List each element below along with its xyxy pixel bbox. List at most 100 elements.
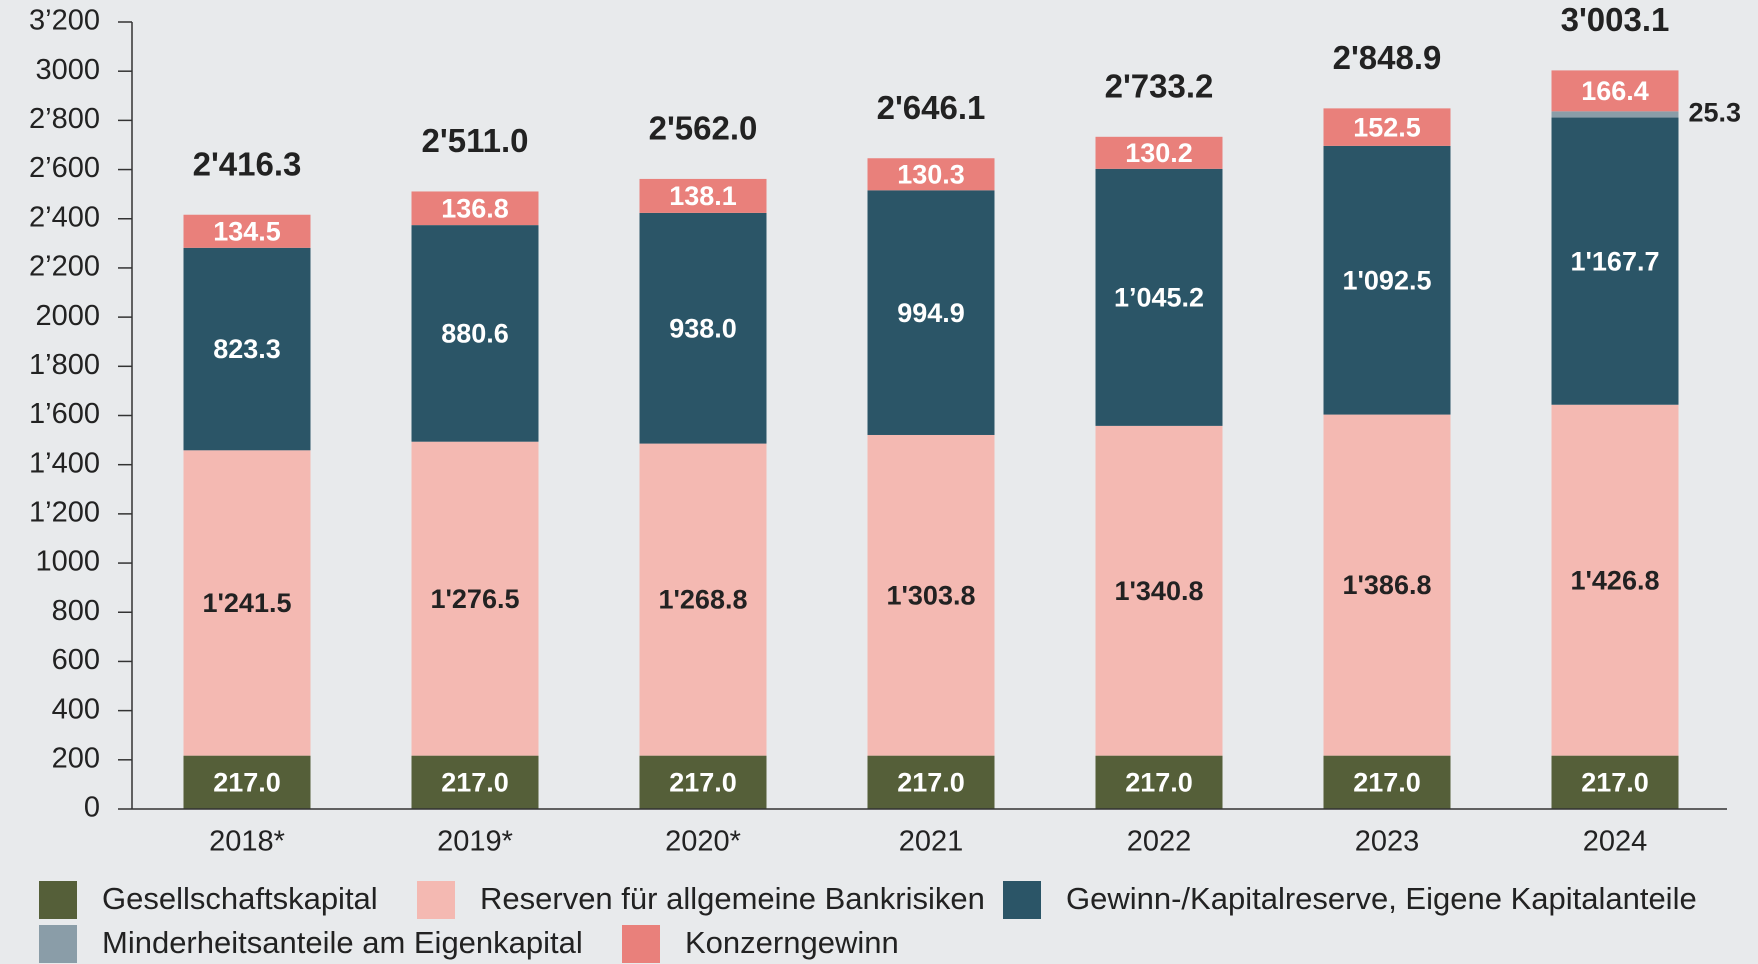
- x-tick-label: 2019*: [437, 826, 513, 858]
- legend-label: Reserven für allgemeine Bankrisiken: [480, 881, 985, 916]
- bar-segment: [1551, 111, 1679, 118]
- data-label: 1'340.8: [1114, 576, 1203, 606]
- bar-segment: [867, 190, 995, 435]
- total-label: 3'003.1: [1561, 1, 1670, 38]
- data-label: 130.3: [897, 159, 965, 189]
- data-label: 1'426.8: [1570, 565, 1659, 595]
- x-tick-label: 2024: [1583, 826, 1648, 858]
- bar-segment: [1323, 755, 1451, 809]
- legend-swatch: [1003, 881, 1041, 919]
- y-tick-label: 1’400: [29, 447, 100, 479]
- bar-segment: [1323, 145, 1451, 415]
- legend-label: Minderheitsanteile am Eigenkapital: [102, 925, 583, 960]
- y-tick-label: 1’200: [29, 497, 100, 529]
- bar-segment: [867, 755, 995, 809]
- data-label: 1'303.8: [886, 580, 975, 610]
- data-label: 880.6: [441, 319, 509, 349]
- bar-segment: [411, 225, 539, 442]
- bar-segment: [1095, 168, 1223, 426]
- y-tick-label: 1’800: [29, 349, 100, 381]
- data-label: 136.8: [441, 193, 509, 223]
- data-label: 1'386.8: [1342, 570, 1431, 600]
- total-label: 2'848.9: [1333, 39, 1442, 76]
- legend-label: Gesellschaftskapital: [102, 881, 378, 916]
- bar-segment: [183, 450, 311, 756]
- bar-segment: [867, 434, 995, 756]
- total-label: 2'416.3: [193, 145, 302, 182]
- y-tick-label: 200: [52, 742, 100, 774]
- bar-segment: [183, 214, 311, 248]
- bar-segment: [411, 441, 539, 756]
- legend-swatch: [622, 925, 660, 963]
- bar-segment: [867, 158, 995, 191]
- bar-segment: [1551, 755, 1679, 809]
- x-tick-label: 2020*: [665, 826, 741, 858]
- data-label: 217.0: [213, 767, 281, 797]
- y-tick-label: 2’200: [29, 251, 100, 283]
- y-tick-label: 2000: [35, 300, 100, 332]
- bar-segment: [183, 247, 311, 451]
- bar-segment: [639, 755, 767, 809]
- data-label: 1'268.8: [658, 585, 747, 615]
- legend-swatch: [39, 925, 77, 963]
- data-label: 25.3: [1689, 98, 1742, 128]
- bar-segment: [1551, 117, 1679, 405]
- bar-segment: [1551, 404, 1679, 756]
- y-tick-label: 3000: [35, 54, 100, 86]
- data-label: 217.0: [669, 767, 737, 797]
- bar-segment: [1551, 70, 1679, 112]
- legend-swatch: [39, 881, 77, 919]
- data-label: 217.0: [1581, 767, 1649, 797]
- data-label: 138.1: [669, 181, 737, 211]
- y-tick-label: 0: [84, 792, 100, 824]
- y-tick-label: 1000: [35, 546, 100, 578]
- total-label: 2'511.0: [422, 122, 529, 159]
- bar-segment: [1095, 425, 1223, 756]
- bar-segment: [411, 191, 539, 226]
- bar-segment: [639, 443, 767, 756]
- bar-segment: [1323, 108, 1451, 146]
- data-label: 938.0: [669, 313, 737, 343]
- data-label: 217.0: [441, 767, 509, 797]
- bar-segment: [411, 755, 539, 809]
- total-label: 2'562.0: [649, 110, 758, 147]
- x-tick-label: 2023: [1355, 826, 1420, 858]
- bar-segment: [183, 755, 311, 809]
- x-tick-label: 2021: [899, 826, 964, 858]
- data-label: 166.4: [1581, 76, 1649, 106]
- data-label: 152.5: [1353, 112, 1421, 142]
- data-label: 1'167.7: [1570, 246, 1659, 276]
- y-tick-label: 400: [52, 693, 100, 725]
- bar-segment: [1323, 414, 1451, 756]
- total-label: 2'646.1: [877, 89, 986, 126]
- x-tick-label: 2022: [1127, 826, 1192, 858]
- data-label: 1'092.5: [1342, 265, 1431, 295]
- y-tick-label: 1’600: [29, 398, 100, 430]
- y-tick-label: 800: [52, 595, 100, 627]
- data-label: 134.5: [213, 216, 281, 246]
- bar-segment: [639, 178, 767, 213]
- data-label: 1'276.5: [430, 584, 519, 614]
- data-label: 994.9: [897, 298, 965, 328]
- y-tick-label: 3’200: [29, 5, 100, 37]
- legend-label: Gewinn-/Kapitalreserve, Eigene Kapitalan…: [1066, 881, 1697, 916]
- data-label: 1'241.5: [202, 588, 291, 618]
- legend-swatch: [417, 881, 455, 919]
- total-label: 2'733.2: [1105, 68, 1214, 105]
- y-tick-label: 2’400: [29, 201, 100, 233]
- x-tick-label: 2018*: [209, 826, 285, 858]
- y-tick-label: 2’600: [29, 152, 100, 184]
- data-label: 217.0: [1353, 767, 1421, 797]
- y-tick-label: 2’800: [29, 103, 100, 135]
- data-label: 130.2: [1125, 138, 1193, 168]
- bar-segment: [639, 212, 767, 444]
- bar-segment: [1095, 136, 1223, 169]
- data-label: 217.0: [1125, 767, 1193, 797]
- data-label: 1’045.2: [1114, 282, 1204, 312]
- y-tick-label: 600: [52, 644, 100, 676]
- bar-segment: [1095, 755, 1223, 809]
- data-label: 823.3: [213, 334, 281, 364]
- data-label: 217.0: [897, 767, 965, 797]
- legend-label: Konzerngewinn: [685, 925, 899, 960]
